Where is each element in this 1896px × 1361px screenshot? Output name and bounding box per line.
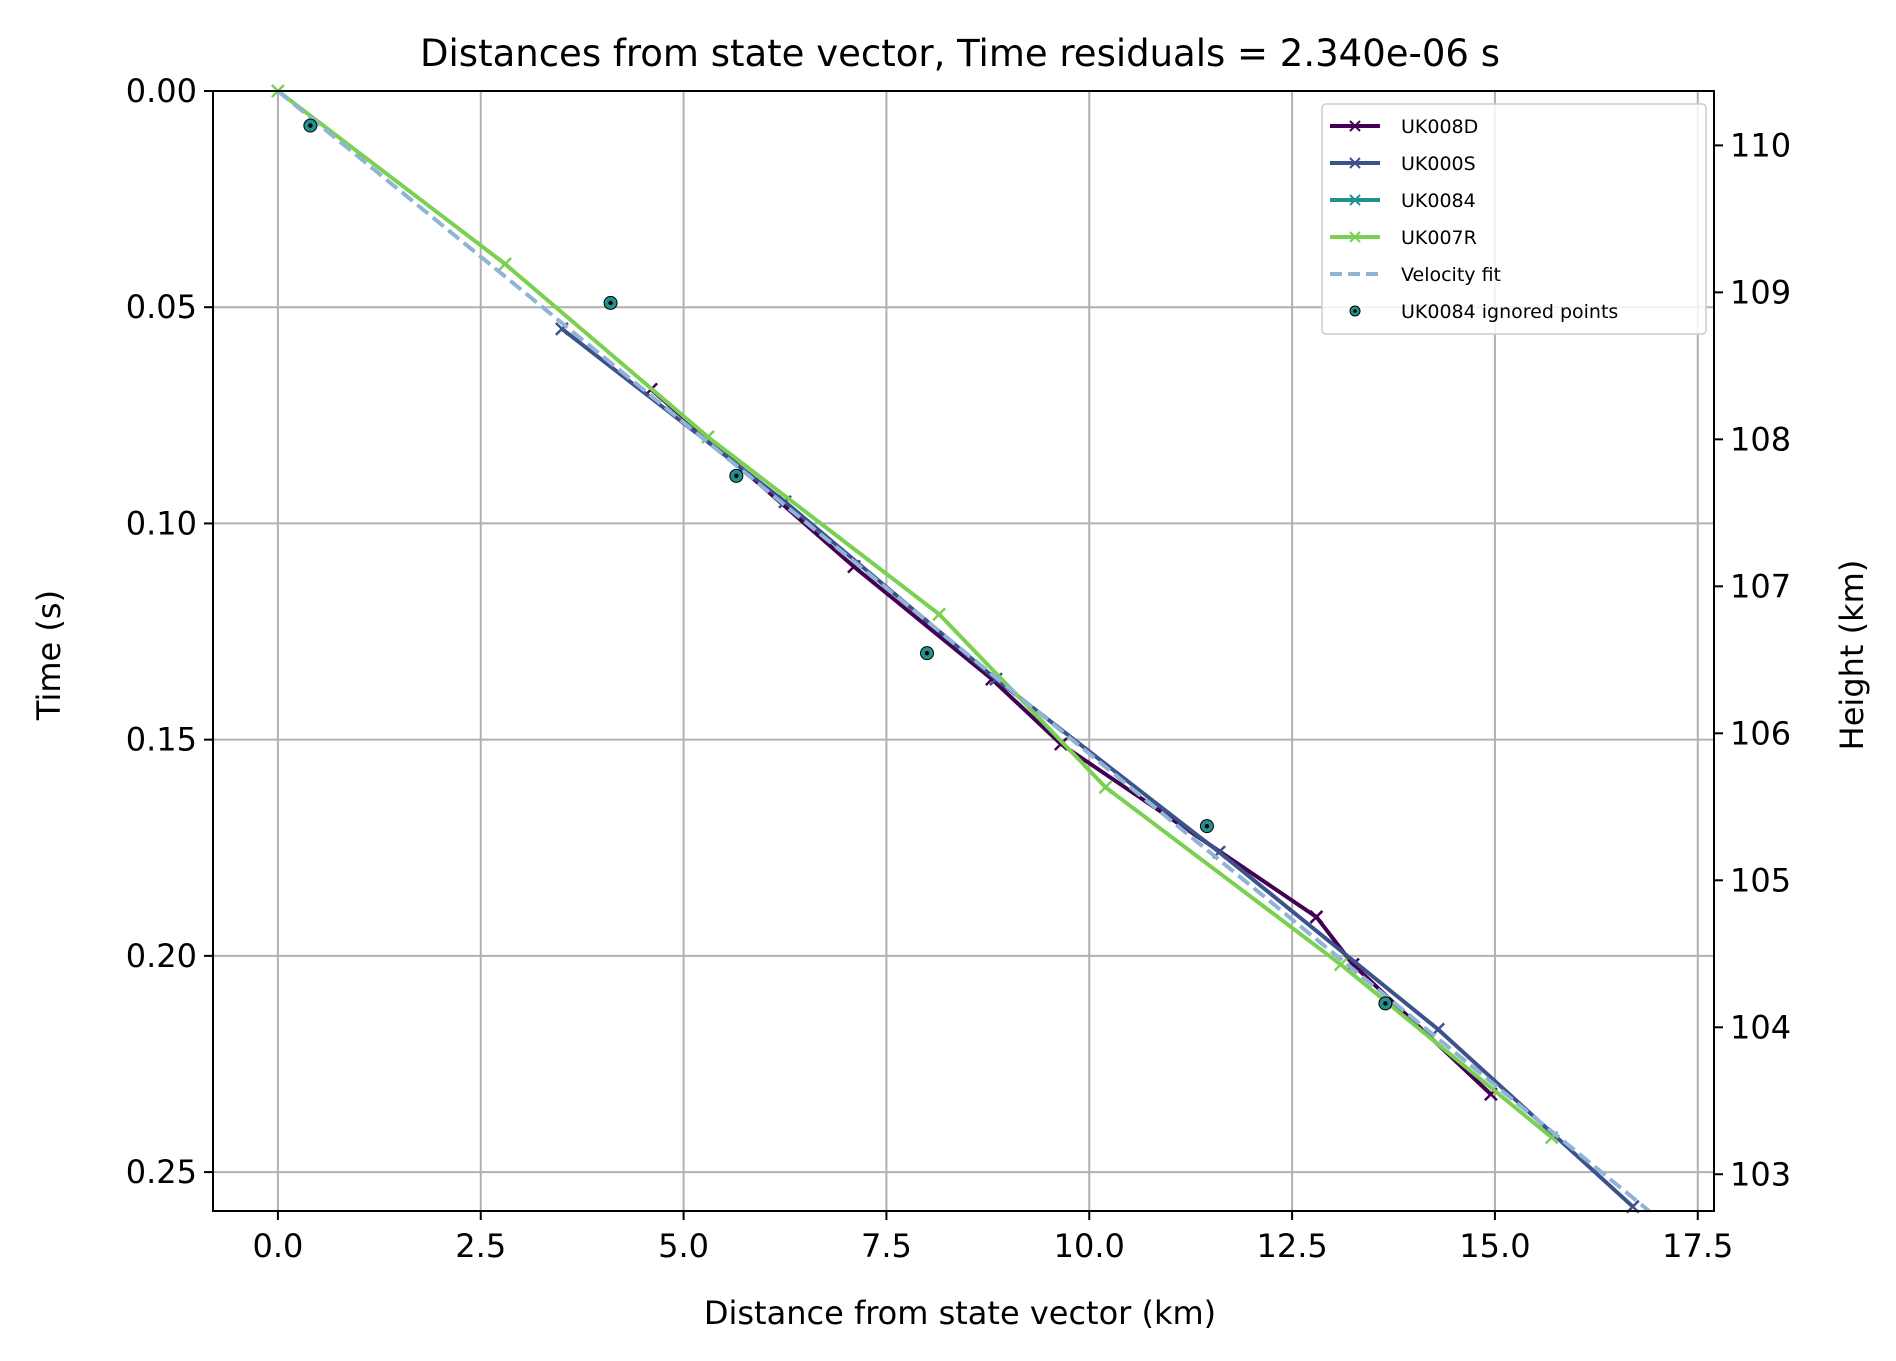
legend-swatch-center [1353, 309, 1357, 313]
data-point-marker [498, 257, 512, 271]
y-tick-label: 0.05 [126, 288, 197, 326]
data-point-marker [1333, 957, 1348, 972]
legend-label: UK000S [1401, 153, 1476, 175]
ignored-point-center [1383, 1001, 1388, 1006]
y-tick-label: 0.10 [126, 504, 197, 542]
x-tick-label: 15.0 [1459, 1227, 1530, 1265]
legend-marker [1349, 157, 1361, 169]
x-tick-label: 0.0 [252, 1227, 303, 1265]
x-tick-label: 5.0 [658, 1227, 709, 1265]
axis-ticks: 0.0 2.5 5.0 7.5 10.0 12.5 15.0 17.5 0.00 0.05 0.10… [126, 72, 1791, 1265]
y2-tick-label: 106 [1730, 714, 1791, 752]
y2-tick-label: 107 [1730, 567, 1791, 605]
y-axis-label: Time (s) [30, 590, 68, 721]
x-tick-label: 12.5 [1256, 1227, 1327, 1265]
y-tick-label: 0.15 [126, 721, 197, 759]
y-tick-label: 0.25 [126, 1153, 197, 1191]
legend-box [1321, 103, 1707, 335]
ignored-point-center [1204, 823, 1210, 829]
ignored-point-center [734, 473, 739, 479]
ignored-point-center [308, 123, 313, 128]
axes-frame [212, 90, 1715, 1212]
data-point-marker [1346, 957, 1360, 972]
ignored-point-center [608, 300, 613, 306]
y-tick-label: 0.20 [126, 937, 197, 975]
legend-marker [1349, 231, 1361, 243]
y2-tick-label: 110 [1730, 126, 1791, 164]
y2-tick-label: 108 [1730, 420, 1791, 458]
legend-marker [1349, 120, 1361, 132]
legend-label: UK0084 [1401, 190, 1476, 212]
y-tick-label: 0.00 [126, 72, 197, 110]
y2-axis-label: Height (km) [1833, 560, 1871, 751]
x-tick-label: 2.5 [455, 1227, 506, 1265]
data-point-marker [932, 607, 947, 622]
x-axis-label: Distance from state vector (km) [704, 1294, 1216, 1332]
ignored-point-center [924, 650, 930, 656]
plot-area [271, 84, 1651, 1214]
x-tick-label: 10.0 [1054, 1227, 1125, 1265]
chart-title: Distances from state vector, Time residu… [420, 32, 1500, 75]
series-line-velocity-fit [276, 89, 1651, 1213]
legend-label: UK008D [1401, 116, 1478, 138]
legend-label: UK0084 ignored points [1401, 301, 1618, 323]
data-point-marker [1053, 737, 1068, 751]
legend-label: Velocity fit [1401, 264, 1501, 286]
data-point-marker [1098, 780, 1113, 795]
x-tick-label: 7.5 [861, 1227, 912, 1265]
y2-tick-label: 109 [1730, 273, 1791, 311]
y2-tick-label: 105 [1730, 861, 1791, 899]
legend-label: UK007R [1401, 227, 1477, 249]
legend-marker [1349, 194, 1361, 206]
y2-tick-label: 103 [1730, 1155, 1791, 1193]
legend: UK008D UK000S UK0084 UK007R Velocity fit UK00… [1321, 103, 1707, 335]
y2-tick-label: 104 [1730, 1008, 1791, 1046]
x-tick-label: 17.5 [1662, 1227, 1733, 1265]
data-point-marker [1309, 910, 1324, 924]
